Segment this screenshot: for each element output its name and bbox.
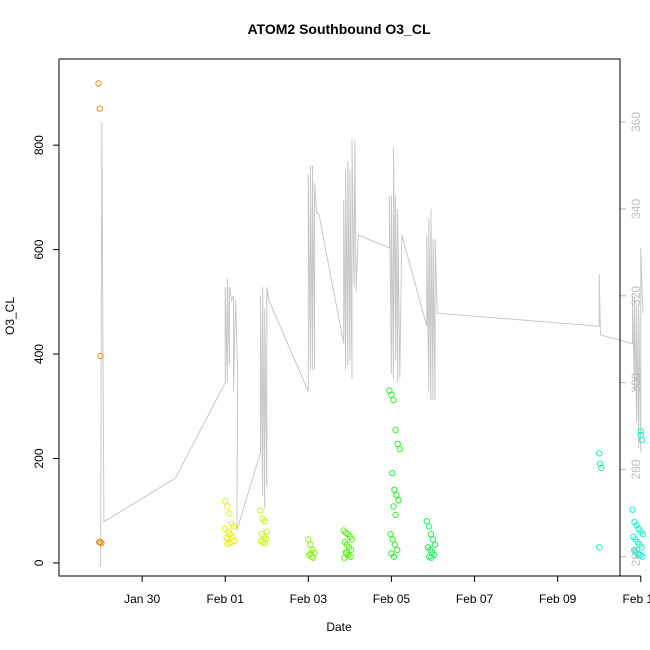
data-point (95, 80, 102, 87)
data-point (261, 539, 269, 547)
y2-tick-label: 320 (629, 285, 643, 305)
data-point (394, 440, 401, 448)
data-point (222, 498, 229, 505)
data-point (637, 428, 644, 435)
data-point (392, 511, 399, 519)
x-tick-label: Feb 03 (290, 592, 328, 606)
data-point (431, 541, 439, 548)
data-point (261, 518, 268, 525)
data-point (226, 510, 233, 517)
x-tick-label: Feb 09 (539, 592, 577, 606)
data-point (230, 523, 237, 530)
data-point (423, 518, 430, 525)
x-tick-label: Feb 07 (456, 592, 494, 606)
secondary-series-line (98, 121, 644, 566)
x-tick-label: Jan 30 (124, 592, 160, 606)
data-point (395, 497, 402, 504)
y2-tick-label: 260 (629, 546, 643, 566)
data-point (307, 550, 314, 557)
data-point (427, 531, 435, 538)
data-point (396, 445, 403, 453)
data-point (96, 105, 103, 112)
data-point (388, 391, 395, 398)
data-point (307, 541, 314, 548)
data-point (392, 426, 399, 433)
data-point (97, 352, 104, 360)
data-point (343, 550, 350, 557)
y-tick-label: 200 (32, 448, 46, 468)
y2-tick-label: 360 (629, 112, 643, 132)
data-point (387, 531, 394, 538)
data-point (305, 536, 312, 543)
data-point (389, 469, 396, 477)
data-point (96, 538, 104, 546)
y-axis-label: O3_CL (3, 297, 17, 335)
data-point (638, 437, 646, 444)
data-point (639, 531, 647, 538)
data-point (391, 541, 398, 548)
data-point (263, 528, 270, 535)
data-point (637, 551, 644, 559)
x-tick-label: Feb 11 (623, 592, 650, 606)
y2-tick-label: 300 (629, 372, 643, 392)
secondary-line-layer (98, 121, 644, 566)
y2-tick-label: 340 (629, 199, 643, 219)
data-point (224, 540, 231, 548)
data-point (598, 464, 605, 472)
points-layer (95, 80, 647, 561)
y-tick-label: 0 (32, 559, 46, 566)
data-point (394, 546, 401, 554)
x-axis-label: Date (326, 620, 352, 634)
data-point (425, 523, 432, 530)
data-point (224, 503, 231, 510)
data-point (596, 460, 604, 467)
data-point (390, 396, 397, 404)
data-point (389, 536, 396, 543)
data-point (347, 546, 355, 554)
plot-frame (58, 58, 621, 577)
data-point (223, 534, 230, 542)
data-point (429, 536, 437, 543)
axes-layer: Jan 30 Feb 01 Feb 03 Feb 05 Feb 07 Feb 09 Feb … (32, 112, 650, 606)
data-point (629, 506, 636, 513)
data-point (348, 536, 356, 543)
data-point (98, 539, 105, 547)
data-point (596, 544, 603, 551)
y-tick-label: 800 (32, 135, 46, 155)
data-point (391, 486, 398, 493)
data-point (257, 507, 264, 514)
y2-tick-label: 280 (629, 459, 643, 479)
data-point (390, 553, 398, 560)
data-point (596, 450, 603, 457)
data-point (340, 527, 347, 534)
y-tick-label: 400 (32, 344, 46, 364)
chart-title: ATOM2 Southbound O3_CL (247, 21, 430, 37)
data-point (638, 544, 645, 551)
y-tick-label: 600 (32, 239, 46, 259)
data-point (428, 554, 435, 561)
data-point (393, 491, 400, 499)
data-point (347, 553, 354, 560)
data-point (634, 551, 642, 558)
data-point (390, 503, 397, 510)
x-tick-label: Feb 05 (373, 592, 411, 606)
x-tick-label: Feb 01 (207, 592, 245, 606)
